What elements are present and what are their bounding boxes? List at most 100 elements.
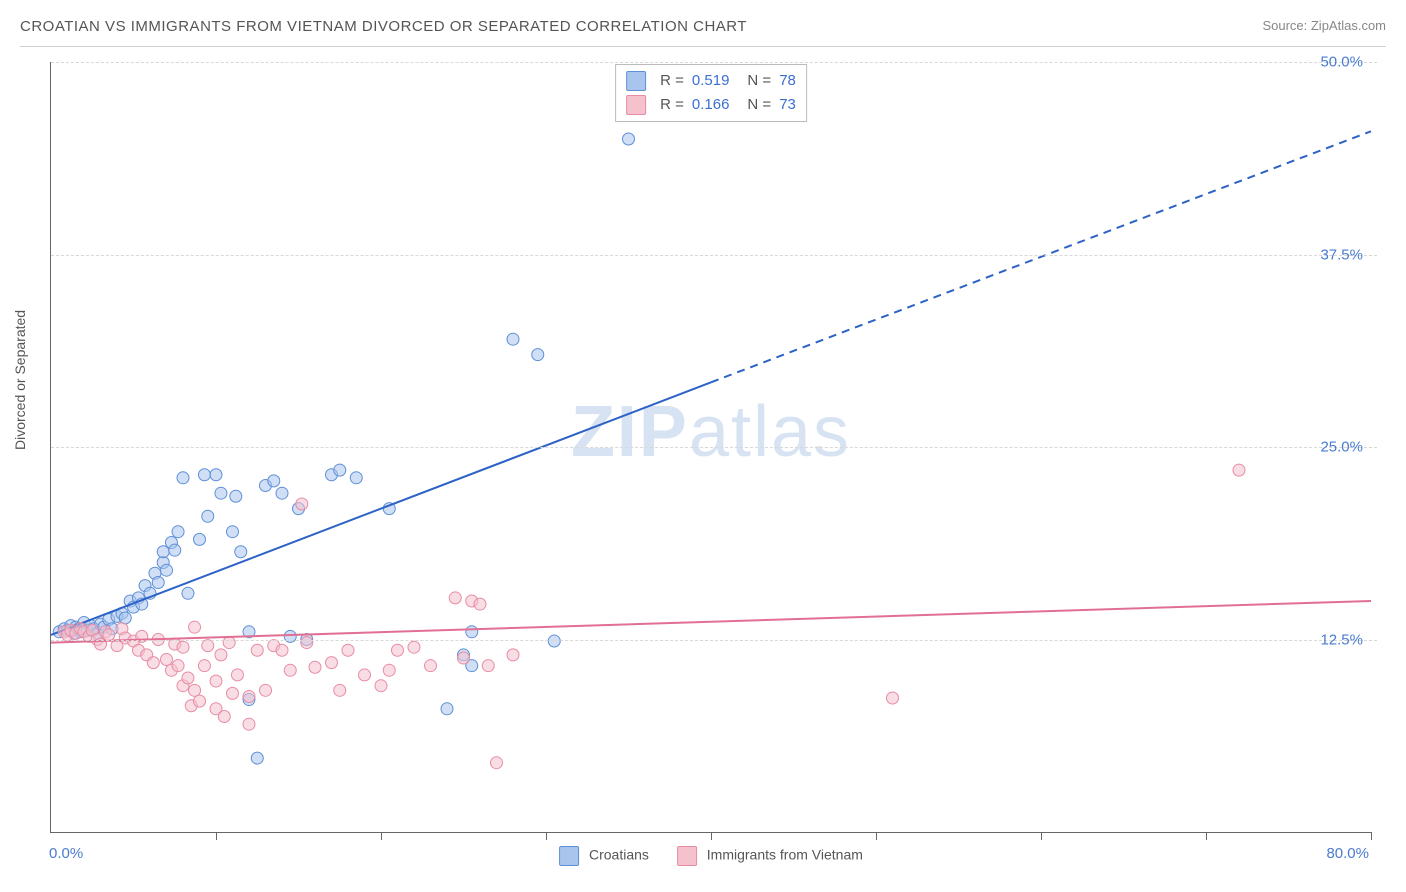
scatter-point-vietnam	[243, 718, 255, 730]
x-tick	[216, 832, 217, 840]
scatter-point-croatians	[235, 546, 247, 558]
scatter-point-croatians	[548, 635, 560, 647]
scatter-point-vietnam	[215, 649, 227, 661]
y-axis-label: Divorced or Separated	[12, 310, 28, 450]
y-tick-label: 25.0%	[1320, 439, 1363, 456]
scatter-point-vietnam	[383, 664, 395, 676]
scatter-point-vietnam	[408, 641, 420, 653]
scatter-point-vietnam	[342, 644, 354, 656]
scatter-point-vietnam	[210, 675, 222, 687]
scatter-point-croatians	[276, 487, 288, 499]
scatter-point-croatians	[230, 490, 242, 502]
scatter-point-vietnam	[189, 621, 201, 633]
y-tick-label: 50.0%	[1320, 54, 1363, 71]
scatter-point-vietnam	[375, 680, 387, 692]
swatch-bottom-0	[559, 846, 579, 866]
x-tick	[1206, 832, 1207, 840]
scatter-point-vietnam	[309, 661, 321, 673]
scatter-point-vietnam	[284, 664, 296, 676]
x-tick	[381, 832, 382, 840]
scatter-point-croatians	[182, 587, 194, 599]
scatter-point-croatians	[268, 475, 280, 487]
gridline-h	[51, 447, 1377, 448]
legend-regression-row: R = 0.166 N = 73	[626, 93, 796, 117]
scatter-point-vietnam	[243, 690, 255, 702]
scatter-point-vietnam	[251, 644, 263, 656]
scatter-point-croatians	[152, 577, 164, 589]
x-max-label: 80.0%	[1326, 845, 1369, 862]
scatter-point-vietnam	[227, 687, 239, 699]
scatter-point-croatians	[161, 564, 173, 576]
scatter-point-vietnam	[458, 652, 470, 664]
scatter-point-croatians	[507, 333, 519, 345]
x-tick	[711, 832, 712, 840]
gridline-h	[51, 640, 1377, 641]
scatter-point-vietnam	[507, 649, 519, 661]
legend-bottom: Croatians Immigrants from Vietnam	[559, 846, 863, 866]
scatter-point-croatians	[119, 612, 131, 624]
scatter-point-vietnam	[172, 660, 184, 672]
scatter-point-croatians	[202, 510, 214, 522]
scatter-point-croatians	[623, 133, 635, 145]
scatter-point-vietnam	[887, 692, 899, 704]
scatter-point-vietnam	[301, 637, 313, 649]
scatter-point-croatians	[466, 626, 478, 638]
gridline-h	[51, 255, 1377, 256]
scatter-point-vietnam	[449, 592, 461, 604]
scatter-point-vietnam	[194, 695, 206, 707]
scatter-point-vietnam	[189, 684, 201, 696]
scatter-point-vietnam	[231, 669, 243, 681]
scatter-point-croatians	[334, 464, 346, 476]
legend-regression: R = 0.519 N = 78 R = 0.166 N = 73	[615, 64, 807, 122]
x-tick	[1041, 832, 1042, 840]
x-tick	[546, 832, 547, 840]
scatter-point-vietnam	[425, 660, 437, 672]
x-tick	[1371, 832, 1372, 840]
legend-label-1: Immigrants from Vietnam	[707, 847, 863, 863]
scatter-point-croatians	[210, 469, 222, 481]
regression-line-croatians	[51, 382, 711, 635]
source-label: Source: ZipAtlas.com	[1262, 18, 1386, 33]
scatter-point-croatians	[169, 544, 181, 556]
n-value-1: 73	[779, 93, 796, 117]
scatter-point-vietnam	[276, 644, 288, 656]
scatter-point-croatians	[251, 752, 263, 764]
r-value-1: 0.166	[692, 93, 730, 117]
legend-regression-row: R = 0.519 N = 78	[626, 69, 796, 93]
n-value-0: 78	[779, 69, 796, 93]
scatter-point-croatians	[198, 469, 210, 481]
scatter-point-vietnam	[359, 669, 371, 681]
scatter-point-vietnam	[474, 598, 486, 610]
scatter-point-vietnam	[161, 654, 173, 666]
y-tick-label: 12.5%	[1320, 631, 1363, 648]
scatter-point-vietnam	[296, 498, 308, 510]
scatter-point-croatians	[194, 533, 206, 545]
scatter-point-vietnam	[177, 641, 189, 653]
scatter-point-croatians	[177, 472, 189, 484]
swatch-series-1	[626, 95, 646, 115]
x-tick	[876, 832, 877, 840]
scatter-point-croatians	[441, 703, 453, 715]
swatch-series-0	[626, 71, 646, 91]
scatter-point-vietnam	[218, 711, 230, 723]
scatter-point-vietnam	[491, 757, 503, 769]
scatter-point-vietnam	[202, 640, 214, 652]
scatter-point-vietnam	[260, 684, 272, 696]
chart-title: CROATIAN VS IMMIGRANTS FROM VIETNAM DIVO…	[20, 18, 747, 35]
scatter-point-croatians	[532, 349, 544, 361]
scatter-point-vietnam	[1233, 464, 1245, 476]
scatter-point-vietnam	[482, 660, 494, 672]
scatter-point-croatians	[284, 630, 296, 642]
scatter-point-vietnam	[223, 637, 235, 649]
scatter-point-croatians	[215, 487, 227, 499]
regression-line-vietnam	[51, 601, 1371, 643]
scatter-point-croatians	[227, 526, 239, 538]
scatter-point-vietnam	[334, 684, 346, 696]
r-value-0: 0.519	[692, 69, 730, 93]
scatter-point-vietnam	[147, 657, 159, 669]
scatter-point-vietnam	[326, 657, 338, 669]
x-min-label: 0.0%	[49, 845, 83, 862]
scatter-point-vietnam	[182, 672, 194, 684]
scatter-point-vietnam	[392, 644, 404, 656]
regression-line-dashed-croatians	[711, 131, 1371, 382]
